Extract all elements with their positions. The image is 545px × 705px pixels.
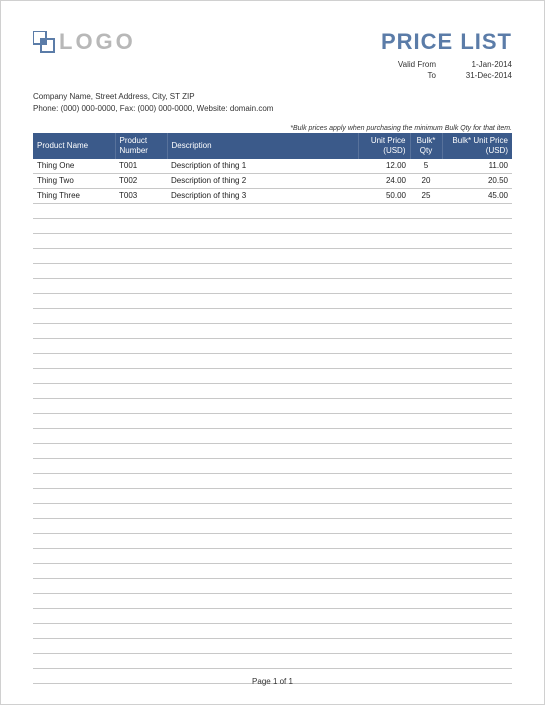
- valid-to-label: To: [428, 70, 436, 81]
- cell-name: Thing Two: [33, 173, 115, 188]
- table-row-empty: [33, 203, 512, 218]
- table-row: Thing ThreeT003Description of thing 350.…: [33, 188, 512, 203]
- cell-uprice: 12.00: [358, 159, 410, 174]
- table-row-empty: [33, 488, 512, 503]
- table-row-empty: [33, 623, 512, 638]
- bulk-footnote: *Bulk prices apply when purchasing the m…: [33, 125, 512, 132]
- table-row-empty: [33, 443, 512, 458]
- price-table: Product NameProductNumberDescriptionUnit…: [33, 133, 512, 683]
- table-row: Thing OneT001Description of thing 112.00…: [33, 159, 512, 174]
- table-row-empty: [33, 548, 512, 563]
- table-row-empty: [33, 533, 512, 548]
- table-row-empty: [33, 233, 512, 248]
- col-header-desc: Description: [167, 133, 358, 158]
- company-line1: Company Name, Street Address, City, ST Z…: [33, 91, 512, 103]
- cell-bqty: 25: [410, 188, 442, 203]
- cell-bprice: 11.00: [442, 159, 512, 174]
- valid-to-value: 31-Dec-2014: [456, 70, 512, 81]
- table-row-empty: [33, 413, 512, 428]
- col-header-uprice: Unit Price(USD): [358, 133, 410, 158]
- cell-bprice: 20.50: [442, 173, 512, 188]
- table-row-empty: [33, 518, 512, 533]
- logo-text: LOGO: [59, 29, 136, 55]
- table-row-empty: [33, 398, 512, 413]
- table-row-empty: [33, 383, 512, 398]
- table-row-empty: [33, 503, 512, 518]
- table-row-empty: [33, 353, 512, 368]
- table-row-empty: [33, 578, 512, 593]
- cell-bprice: 45.00: [442, 188, 512, 203]
- table-row-empty: [33, 323, 512, 338]
- cell-name: Thing Three: [33, 188, 115, 203]
- table-row-empty: [33, 293, 512, 308]
- table-row-empty: [33, 593, 512, 608]
- col-header-name: Product Name: [33, 133, 115, 158]
- table-header-row: Product NameProductNumberDescriptionUnit…: [33, 133, 512, 158]
- col-header-bqty: Bulk*Qty: [410, 133, 442, 158]
- valid-from-value: 1-Jan-2014: [456, 59, 512, 70]
- cell-bqty: 5: [410, 159, 442, 174]
- table-row-empty: [33, 563, 512, 578]
- company-info: Company Name, Street Address, City, ST Z…: [33, 91, 512, 115]
- cell-pnum: T001: [115, 159, 167, 174]
- page-title: PRICE LIST: [381, 29, 512, 55]
- logo-icon: [33, 31, 55, 53]
- table-row: Thing TwoT002Description of thing 224.00…: [33, 173, 512, 188]
- table-row-empty: [33, 218, 512, 233]
- cell-desc: Description of thing 2: [167, 173, 358, 188]
- cell-bqty: 20: [410, 173, 442, 188]
- table-row-empty: [33, 278, 512, 293]
- table-row-empty: [33, 263, 512, 278]
- cell-uprice: 50.00: [358, 188, 410, 203]
- table-row-empty: [33, 653, 512, 668]
- table-row-empty: [33, 638, 512, 653]
- validity-block: Valid From 1-Jan-2014 To 31-Dec-2014: [33, 59, 512, 81]
- col-header-bprice: Bulk* Unit Price(USD): [442, 133, 512, 158]
- cell-name: Thing One: [33, 159, 115, 174]
- cell-pnum: T003: [115, 188, 167, 203]
- logo: LOGO: [33, 29, 136, 55]
- cell-uprice: 24.00: [358, 173, 410, 188]
- table-row-empty: [33, 608, 512, 623]
- table-row-empty: [33, 308, 512, 323]
- table-row-empty: [33, 248, 512, 263]
- company-line2: Phone: (000) 000-0000, Fax: (000) 000-00…: [33, 103, 512, 115]
- cell-desc: Description of thing 3: [167, 188, 358, 203]
- cell-pnum: T002: [115, 173, 167, 188]
- cell-desc: Description of thing 1: [167, 159, 358, 174]
- table-row-empty: [33, 428, 512, 443]
- page-footer: Page 1 of 1: [1, 677, 544, 686]
- table-row-empty: [33, 473, 512, 488]
- col-header-pnum: ProductNumber: [115, 133, 167, 158]
- table-row-empty: [33, 338, 512, 353]
- table-row-empty: [33, 458, 512, 473]
- valid-from-label: Valid From: [398, 59, 436, 70]
- table-row-empty: [33, 368, 512, 383]
